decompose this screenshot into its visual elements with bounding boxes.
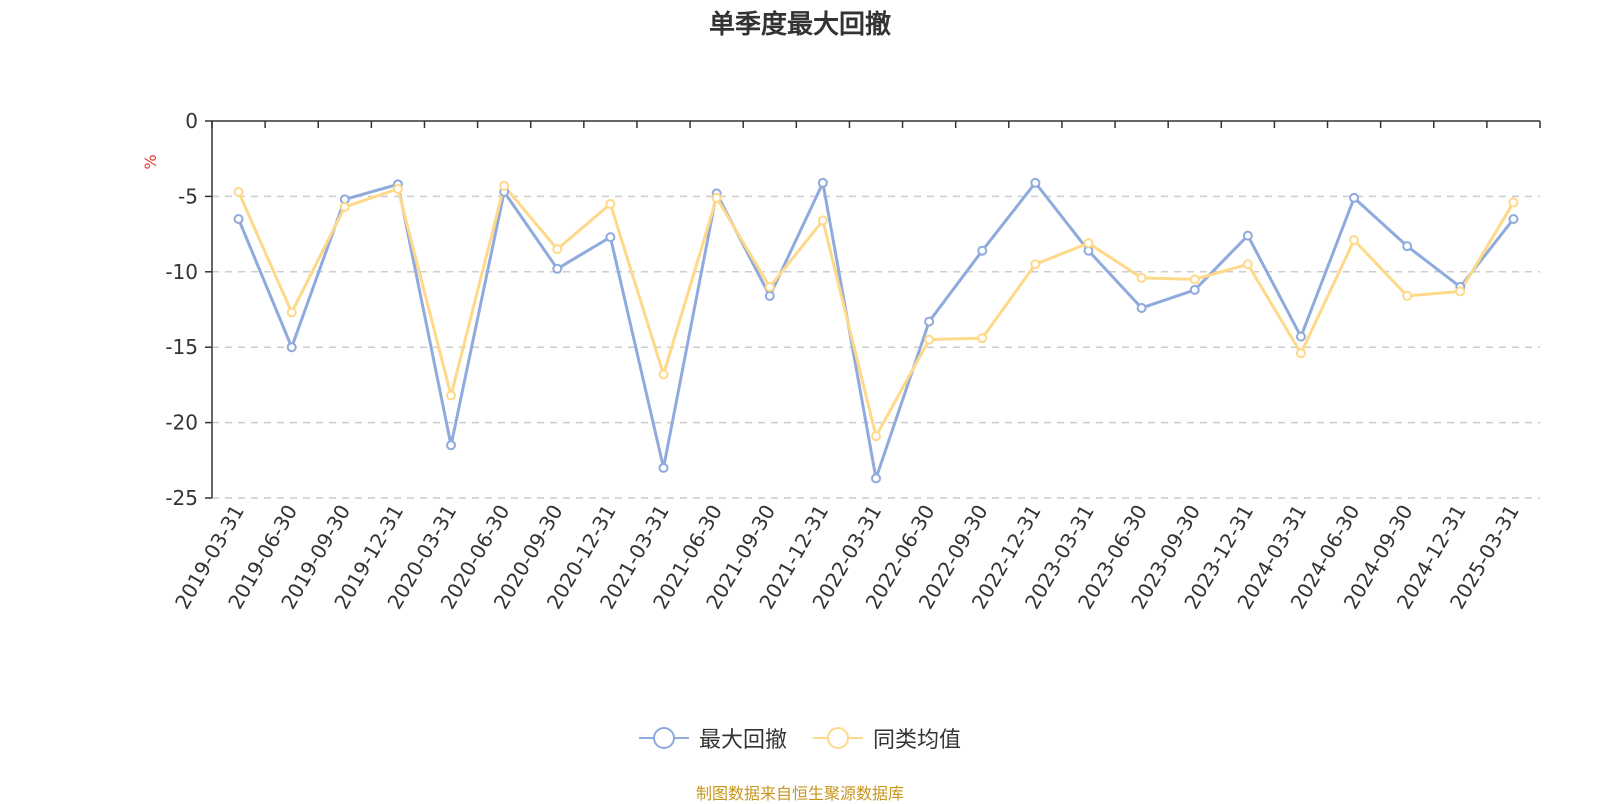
- data-point[interactable]: [552, 244, 563, 255]
- data-point[interactable]: [711, 192, 722, 203]
- y-tick-label: -15: [165, 335, 198, 359]
- data-point[interactable]: [1455, 286, 1466, 297]
- data-point[interactable]: [924, 334, 935, 345]
- data-point[interactable]: [605, 232, 616, 243]
- series-lines: [233, 177, 1519, 484]
- data-point[interactable]: [1030, 259, 1041, 270]
- data-point[interactable]: [1189, 274, 1200, 285]
- data-point[interactable]: [764, 290, 775, 301]
- data-point[interactable]: [1083, 238, 1094, 249]
- data-point[interactable]: [658, 369, 669, 380]
- data-point[interactable]: [1295, 348, 1306, 359]
- legend: 最大回撤 同类均值: [0, 722, 1600, 754]
- data-point[interactable]: [1508, 214, 1519, 225]
- data-point[interactable]: [1402, 241, 1413, 252]
- data-point[interactable]: [1349, 192, 1360, 203]
- data-point[interactable]: [1295, 331, 1306, 342]
- data-point[interactable]: [924, 316, 935, 327]
- axes: [205, 120, 1541, 499]
- data-point[interactable]: [499, 180, 510, 191]
- data-point[interactable]: [1242, 230, 1253, 241]
- data-point[interactable]: [339, 201, 350, 212]
- data-point[interactable]: [1242, 259, 1253, 270]
- y-tick-labels: 0 -5 -10 -15 -20 -25: [165, 109, 198, 510]
- x-tick-labels: 2019-03-312019-06-302019-09-302019-12-31…: [170, 501, 1524, 614]
- legend-marker-icon: [813, 727, 863, 749]
- data-point[interactable]: [871, 473, 881, 484]
- data-point[interactable]: [286, 307, 297, 318]
- y-tick-label: -10: [165, 260, 198, 284]
- data-point[interactable]: [977, 245, 988, 256]
- legend-label-peer-average: 同类均值: [873, 728, 962, 753]
- data-point[interactable]: [764, 281, 775, 292]
- data-point[interactable]: [1508, 197, 1519, 208]
- y-axis-unit-label: %: [141, 154, 160, 169]
- data-point[interactable]: [286, 342, 297, 353]
- legend-item-max-drawdown[interactable]: 最大回撤: [638, 722, 787, 754]
- y-tick-label: -20: [165, 411, 198, 435]
- data-point[interactable]: [817, 177, 828, 188]
- data-point[interactable]: [1136, 272, 1147, 283]
- data-point[interactable]: [1189, 284, 1200, 295]
- legend-label-max-drawdown: 最大回撤: [698, 728, 787, 753]
- data-point[interactable]: [817, 215, 828, 226]
- grid-lines: [212, 195, 1540, 499]
- data-point[interactable]: [446, 440, 457, 451]
- data-point[interactable]: [1030, 177, 1041, 188]
- y-tick-label: -25: [165, 486, 198, 510]
- legend-item-peer-average[interactable]: 同类均值: [813, 722, 961, 754]
- legend-marker-icon: [638, 727, 689, 749]
- data-point[interactable]: [1349, 235, 1360, 246]
- data-point[interactable]: [977, 333, 988, 344]
- data-point[interactable]: [605, 198, 616, 209]
- data-point[interactable]: [871, 431, 881, 442]
- data-point[interactable]: [233, 186, 244, 197]
- data-point[interactable]: [1136, 302, 1147, 313]
- y-tick-label: 0: [185, 109, 198, 133]
- data-point[interactable]: [1402, 290, 1413, 301]
- data-point[interactable]: [552, 263, 563, 274]
- chart-title: 单季度最大回撤: [708, 10, 891, 40]
- data-point[interactable]: [392, 183, 403, 194]
- series-line-1: [237, 184, 1515, 438]
- data-point[interactable]: [446, 390, 457, 401]
- y-tick-label: -5: [178, 184, 198, 208]
- data-point[interactable]: [233, 214, 244, 225]
- data-point[interactable]: [658, 462, 669, 473]
- source-note: 制图数据来自恒生聚源数据库: [695, 784, 904, 803]
